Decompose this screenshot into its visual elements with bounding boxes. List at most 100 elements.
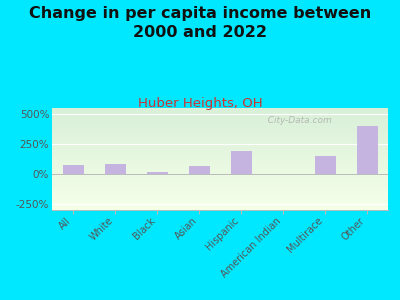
Bar bbox=[52, 194, 388, 195]
Bar bbox=[52, 157, 388, 158]
Bar bbox=[52, 128, 388, 129]
Bar bbox=[52, 122, 388, 123]
Bar bbox=[52, 132, 388, 133]
Bar bbox=[52, 154, 388, 155]
Bar bbox=[52, 200, 388, 201]
Bar bbox=[52, 204, 388, 205]
Bar bbox=[52, 196, 388, 197]
Bar bbox=[52, 143, 388, 144]
Bar bbox=[52, 120, 388, 121]
Bar bbox=[52, 144, 388, 145]
Bar bbox=[52, 207, 388, 208]
Bar bbox=[52, 138, 388, 139]
Bar bbox=[52, 116, 388, 117]
Bar bbox=[52, 170, 388, 171]
Bar bbox=[52, 164, 388, 165]
Bar bbox=[52, 168, 388, 169]
Bar bbox=[230, 151, 252, 174]
Bar bbox=[52, 182, 388, 183]
Bar bbox=[52, 158, 388, 159]
Bar bbox=[52, 179, 388, 180]
Bar bbox=[52, 151, 388, 152]
Bar bbox=[52, 140, 388, 141]
Bar bbox=[188, 166, 210, 174]
Bar bbox=[52, 149, 388, 150]
Bar bbox=[52, 208, 388, 209]
Bar bbox=[52, 119, 388, 120]
Bar bbox=[52, 186, 388, 187]
Bar bbox=[52, 169, 388, 170]
Bar bbox=[52, 108, 388, 109]
Bar bbox=[52, 134, 388, 135]
Bar bbox=[52, 205, 388, 206]
Bar bbox=[62, 165, 84, 174]
Bar bbox=[52, 161, 388, 162]
Bar bbox=[52, 165, 388, 166]
Bar bbox=[52, 129, 388, 130]
Bar bbox=[52, 118, 388, 119]
Bar bbox=[52, 153, 388, 154]
Text: City-Data.com: City-Data.com bbox=[262, 116, 332, 125]
Bar bbox=[52, 109, 388, 110]
Bar bbox=[52, 167, 388, 168]
Bar bbox=[52, 131, 388, 132]
Bar bbox=[52, 111, 388, 112]
Bar bbox=[52, 126, 388, 127]
Bar bbox=[52, 150, 388, 151]
Bar bbox=[52, 124, 388, 125]
Bar bbox=[52, 117, 388, 118]
Bar bbox=[52, 173, 388, 174]
Bar bbox=[52, 171, 388, 172]
Bar bbox=[52, 139, 388, 140]
Text: Change in per capita income between
2000 and 2022: Change in per capita income between 2000… bbox=[29, 6, 371, 40]
Bar bbox=[52, 113, 388, 114]
Bar bbox=[52, 147, 388, 148]
Bar bbox=[52, 197, 388, 198]
Bar bbox=[314, 156, 336, 174]
Bar bbox=[52, 184, 388, 185]
Bar bbox=[146, 172, 168, 174]
Bar bbox=[52, 172, 388, 173]
Bar bbox=[52, 156, 388, 157]
Bar bbox=[52, 175, 388, 176]
Bar bbox=[52, 189, 388, 190]
Bar bbox=[52, 148, 388, 149]
Bar bbox=[52, 187, 388, 188]
Bar bbox=[52, 162, 388, 163]
Bar bbox=[52, 133, 388, 134]
Bar bbox=[52, 114, 388, 115]
Bar bbox=[52, 123, 388, 124]
Bar bbox=[52, 137, 388, 138]
Bar bbox=[52, 160, 388, 161]
Bar bbox=[52, 195, 388, 196]
Bar bbox=[52, 188, 388, 189]
Bar bbox=[52, 141, 388, 142]
Bar bbox=[52, 183, 388, 184]
Bar bbox=[52, 169, 388, 170]
Bar bbox=[52, 190, 388, 191]
Bar bbox=[52, 115, 388, 116]
Bar bbox=[52, 206, 388, 207]
Bar bbox=[52, 110, 388, 111]
Bar bbox=[52, 202, 388, 203]
Bar bbox=[52, 176, 388, 177]
Bar bbox=[52, 185, 388, 186]
Bar bbox=[52, 142, 388, 143]
Bar bbox=[356, 126, 378, 174]
Bar bbox=[52, 121, 388, 122]
Bar bbox=[52, 159, 388, 160]
Bar bbox=[52, 135, 388, 136]
Bar bbox=[52, 199, 388, 200]
Bar bbox=[52, 191, 388, 192]
Bar bbox=[52, 198, 388, 199]
Bar bbox=[52, 174, 388, 175]
Bar bbox=[52, 193, 388, 194]
Bar bbox=[52, 180, 388, 181]
Bar bbox=[52, 181, 388, 182]
Bar bbox=[52, 177, 388, 178]
Bar bbox=[52, 145, 388, 146]
Bar bbox=[52, 155, 388, 156]
Bar bbox=[52, 178, 388, 179]
Bar bbox=[52, 209, 388, 210]
Bar bbox=[52, 146, 388, 147]
